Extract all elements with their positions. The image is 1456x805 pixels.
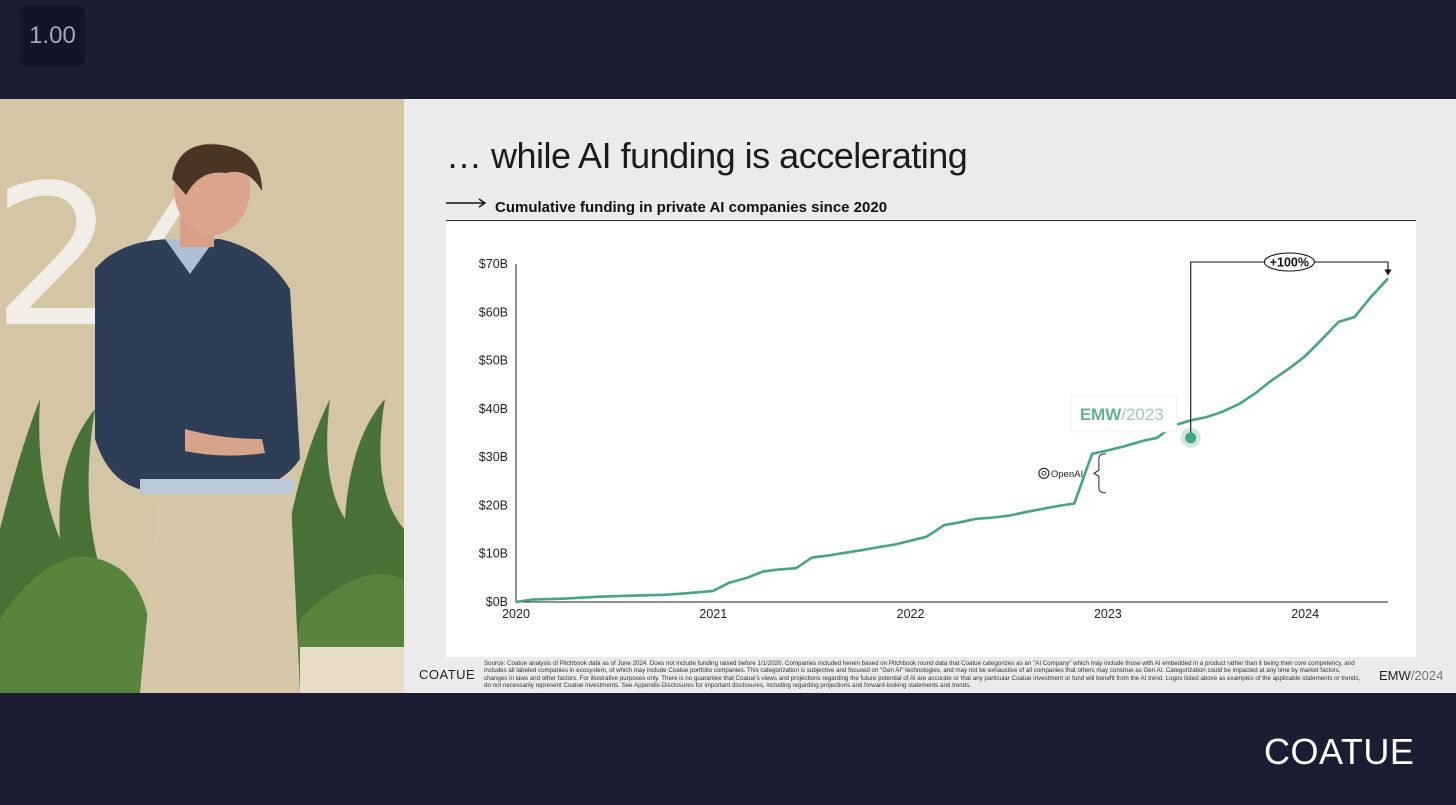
speaker-scene-illustration: 24 bbox=[0, 99, 404, 693]
openai-label: OpenAI bbox=[1051, 469, 1083, 480]
event-label: EMW/2023 bbox=[1080, 405, 1164, 424]
y-tick-label: $0B bbox=[486, 595, 508, 609]
chart-container: $0B $10B $20B $30B $40B $50B $60B $70B 2020 2021 2… bbox=[446, 222, 1416, 657]
x-tick-label: 2022 bbox=[897, 607, 925, 621]
arrow-right-icon bbox=[446, 198, 487, 208]
event-label-box bbox=[1070, 395, 1178, 433]
event-marker-dot bbox=[1185, 432, 1197, 444]
y-tick-label: $70B bbox=[479, 257, 508, 271]
increase-label-bubble bbox=[1263, 252, 1315, 272]
y-tick-label: $30B bbox=[479, 450, 508, 464]
x-tick-label: 2023 bbox=[1094, 607, 1122, 621]
coatue-logo: COATUE bbox=[1264, 731, 1415, 772]
increase-arrow-head bbox=[1384, 269, 1392, 276]
y-tick-label: $60B bbox=[479, 305, 508, 319]
subtitle-divider bbox=[446, 220, 1416, 221]
event-label-year: /2023 bbox=[1121, 405, 1164, 424]
x-tick-label: 2020 bbox=[502, 607, 530, 621]
y-tick-label: $20B bbox=[479, 498, 508, 512]
openai-brace bbox=[1092, 453, 1106, 494]
slide-title: … while AI funding is accelerating bbox=[446, 135, 968, 176]
funding-line-chart: $0B $10B $20B $30B $40B $50B $60B $70B 2020 2021 2… bbox=[479, 252, 1392, 621]
openai-logo-core bbox=[1041, 470, 1047, 476]
slide-footer-event-label: EMW/2024 bbox=[1379, 668, 1443, 683]
slide-footer-logo: COATUE bbox=[419, 667, 476, 682]
slide-footer-source-note: Source: Coatue analysis of Pitchbook dat… bbox=[484, 660, 1361, 689]
chart-subtitle: Cumulative funding in private AI compani… bbox=[495, 199, 888, 216]
presentation-slide: … while AI funding is accelerating Cumul… bbox=[404, 99, 1456, 693]
y-tick-label: $40B bbox=[479, 402, 508, 416]
footer-event-brand: EMW bbox=[1379, 668, 1411, 683]
x-tick-label: 2024 bbox=[1291, 607, 1319, 621]
event-label-brand: EMW bbox=[1080, 405, 1123, 424]
chart-subtitle-row: Cumulative funding in private AI compani… bbox=[446, 195, 1416, 221]
footer-event-year: /2024 bbox=[1410, 668, 1444, 683]
openai-logo-icon bbox=[1038, 467, 1050, 479]
playback-speed-badge[interactable]: 1.00 bbox=[20, 6, 85, 66]
video-frame: 24 … while AI funding is ac bbox=[0, 99, 1456, 693]
x-tick-label: 2021 bbox=[699, 607, 727, 621]
y-tick-label: $10B bbox=[479, 547, 508, 561]
series-line bbox=[515, 277, 1389, 604]
y-tick-label: $50B bbox=[479, 354, 508, 368]
openai-logo-ring bbox=[1038, 467, 1050, 479]
speaker-video-panel: 24 bbox=[0, 99, 404, 693]
increase-label: +100% bbox=[1270, 256, 1309, 270]
